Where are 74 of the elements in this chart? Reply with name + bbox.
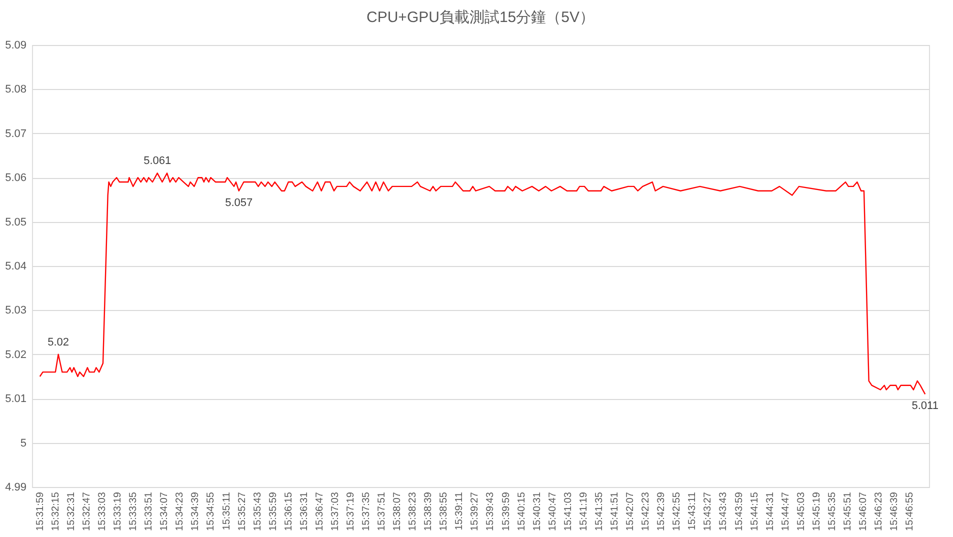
x-tick-label: 15:41:35 [594, 492, 605, 531]
x-tick-label: 15:32:31 [66, 492, 77, 531]
y-tick-label: 5.08 [5, 84, 26, 96]
x-tick-label: 15:39:11 [454, 492, 466, 530]
line-series [39, 172, 926, 395]
annotation: 5.011 [912, 400, 938, 412]
x-tick-label: 15:38:55 [438, 492, 450, 531]
x-tick-label: 15:46:39 [889, 492, 900, 531]
x-tick-label: 15:36:15 [283, 492, 294, 531]
y-tick-label: 4.99 [5, 482, 26, 494]
x-tick-label: 15:39:43 [485, 492, 496, 531]
y-tick-label: 5.04 [5, 260, 26, 272]
y-tick-label: 5.03 [5, 304, 26, 317]
x-tick-label: 15:41:03 [562, 492, 574, 531]
y-tick-label: 5.06 [5, 172, 26, 184]
x-tick-label: 15:46:07 [858, 492, 869, 531]
x-tick-label: 15:33:19 [112, 492, 124, 531]
x-tick-label: 15:38:23 [408, 492, 419, 531]
x-tick-label: 15:32:47 [81, 492, 92, 531]
x-tick-label: 15:45:35 [826, 492, 838, 531]
x-tick-label: 15:35:43 [252, 492, 264, 531]
x-tick-label: 15:40:31 [532, 492, 543, 531]
x-tick-label: 15:40:47 [547, 492, 558, 531]
x-tick-label: 15:34:23 [174, 492, 186, 531]
x-tick-label: 15:34:55 [206, 492, 217, 531]
x-tick-label: 15:43:59 [734, 492, 745, 531]
y-tick-label: 5 [20, 437, 26, 450]
chart-title: CPU+GPU負載測試15分鐘（5V） [366, 9, 594, 26]
x-tick-label: 15:35:11 [221, 492, 232, 530]
x-tick-label: 15:45:19 [811, 492, 822, 531]
x-tick-label: 15:39:59 [500, 492, 512, 531]
x-tick-label: 15:38:07 [392, 492, 404, 531]
x-tick-label: 15:41:51 [610, 492, 621, 531]
x-tick-label: 15:42:07 [625, 492, 636, 531]
x-tick-label: 15:32:15 [50, 492, 62, 531]
x-tick-label: 15:34:07 [159, 492, 170, 531]
x-tick-label: 15:41:19 [578, 492, 590, 531]
x-tick-label: 15:43:11 [687, 492, 698, 530]
x-tick-label: 15:37:03 [330, 492, 341, 531]
x-tick-label: 15:39:27 [470, 492, 481, 531]
x-tick-label: 15:43:27 [702, 492, 714, 531]
x-tick-label: 15:45:03 [796, 492, 807, 531]
x-tick-label: 15:45:51 [842, 492, 854, 531]
y-tick-label: 5.07 [5, 128, 26, 140]
x-tick-label: 15:44:31 [764, 492, 776, 531]
x-tick-label: 15:33:35 [128, 492, 140, 531]
x-tick-label: 15:34:39 [190, 492, 202, 531]
x-tick-label: 15:44:15 [749, 492, 760, 531]
x-tick-label: 15:35:59 [268, 492, 279, 531]
x-tick-label: 15:31:59 [34, 492, 46, 531]
annotation: 5.02 [48, 336, 70, 348]
x-tick-label: 15:37:51 [376, 492, 388, 531]
annotation: 5.061 [144, 155, 172, 168]
y-tick-label: 5.01 [5, 393, 26, 406]
x-tick-label: 15:37:35 [361, 492, 372, 531]
x-tick-label: 15:35:27 [236, 492, 248, 531]
y-tick-label: 5.09 [5, 40, 26, 52]
x-tick-label: 15:42:39 [656, 492, 668, 531]
x-tick-label: 15:38:39 [423, 492, 434, 531]
x-tick-label: 15:40:15 [516, 492, 528, 531]
y-tick-label: 5.05 [5, 216, 26, 228]
x-tick-label: 15:44:47 [780, 492, 792, 531]
annotation: 5.057 [225, 196, 253, 209]
x-tick-label: 15:43:43 [718, 492, 730, 531]
x-tick-label: 15:36:31 [298, 492, 310, 531]
x-tick-label: 15:42:55 [672, 492, 683, 531]
x-tick-label: 15:33:51 [144, 492, 155, 531]
x-tick-label: 15:46:23 [874, 492, 885, 531]
x-tick-label: 15:42:23 [640, 492, 652, 531]
x-tick-label: 15:37:19 [345, 492, 356, 531]
x-tick-label: 15:36:47 [314, 492, 326, 531]
x-tick-label: 15:46:55 [904, 492, 916, 531]
y-tick-label: 5.02 [5, 348, 26, 361]
x-tick-label: 15:33:03 [96, 492, 108, 531]
